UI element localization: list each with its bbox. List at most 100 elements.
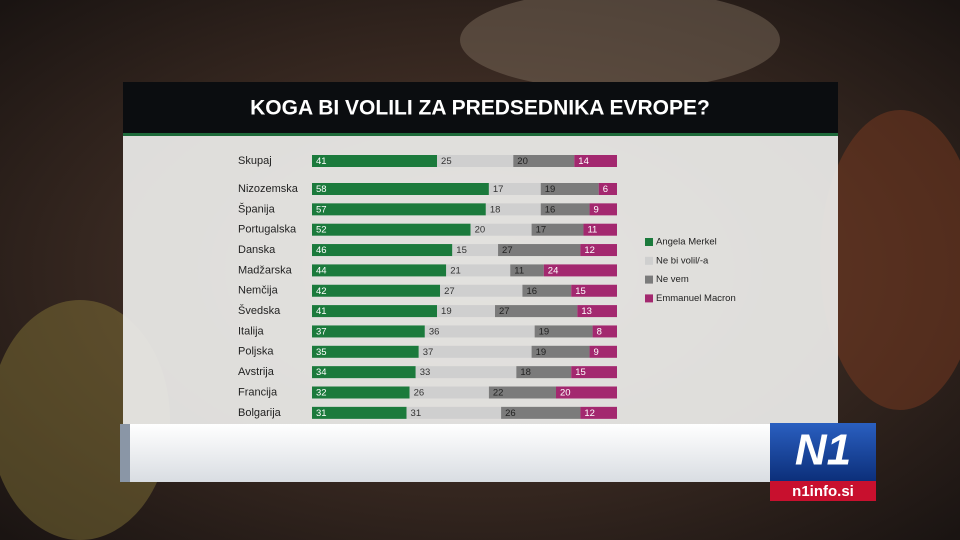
bar-segment (510, 264, 544, 277)
legend-swatch (645, 294, 653, 303)
bar-segment (312, 305, 438, 318)
category-label: Skupaj (238, 155, 272, 167)
legend-swatch (645, 275, 653, 284)
bar-segment (571, 284, 617, 297)
value-label: 31 (411, 408, 422, 419)
title-bar (123, 82, 838, 135)
bar-segment (580, 406, 617, 419)
lower-third (120, 424, 772, 482)
bar-segment (312, 345, 419, 358)
category-label: Danska (238, 244, 276, 256)
legend-swatch (645, 238, 653, 246)
category-label: Madžarska (238, 264, 293, 276)
value-label: 17 (536, 225, 547, 236)
category-label: Italija (238, 325, 265, 337)
value-label: 27 (499, 306, 510, 317)
bar-segment (522, 284, 572, 297)
lower-third-edge (120, 424, 130, 482)
bar-segment (580, 244, 617, 257)
background-blur (460, 0, 780, 90)
value-label: 20 (517, 156, 528, 167)
bar-segment (498, 244, 581, 257)
bar-segment (501, 406, 581, 419)
bar-segment (406, 406, 502, 419)
value-label: 33 (420, 367, 431, 378)
value-label: 17 (493, 184, 504, 195)
value-label: 21 (450, 265, 461, 276)
value-label: 20 (560, 388, 571, 399)
bar-segment (577, 305, 617, 318)
bar-segment (543, 264, 617, 277)
category-label: Avstrija (238, 366, 275, 378)
value-label: 9 (594, 204, 599, 215)
bar-segment (531, 223, 584, 236)
value-label: 13 (581, 306, 592, 317)
value-label: 12 (584, 408, 595, 419)
bar-segment (485, 203, 541, 216)
value-label: 52 (316, 225, 327, 236)
value-label: 11 (587, 225, 597, 236)
value-label: 26 (505, 408, 516, 419)
value-label: 22 (493, 388, 504, 399)
title-rule (123, 133, 838, 136)
bar-segment (312, 325, 425, 338)
value-label: 8 (597, 326, 602, 337)
value-label: 58 (316, 184, 327, 195)
bar-segment (312, 183, 489, 195)
value-label: 41 (316, 306, 327, 317)
value-label: 19 (441, 306, 452, 317)
bar-segment (312, 386, 410, 399)
plot: Skupaj 41 25 20 14 Nizozemska 58 17 19 6 Španija 57… (238, 155, 736, 419)
bar-segment (440, 284, 523, 297)
value-label: 15 (575, 367, 586, 378)
category-label: Francija (238, 386, 278, 398)
bar-segment (446, 264, 511, 277)
bar-segment (488, 386, 556, 399)
value-label: 37 (423, 347, 434, 358)
value-label: 44 (316, 265, 327, 276)
value-label: 20 (475, 225, 486, 236)
value-label: 19 (539, 326, 550, 337)
bar-segment (418, 345, 532, 358)
bar-segment (571, 366, 617, 379)
value-label: 24 (548, 265, 559, 276)
bar-segment (312, 284, 441, 297)
bar-segment (409, 386, 489, 399)
bar-segment (589, 203, 617, 216)
bar-segment (437, 305, 495, 318)
bar-segment (540, 183, 599, 195)
value-label: 26 (414, 388, 425, 399)
bar-segment (437, 155, 514, 167)
value-label: 35 (316, 347, 327, 358)
value-label: 57 (316, 204, 327, 215)
bar-segment (312, 155, 438, 167)
value-label: 15 (575, 286, 586, 297)
value-label: 6 (603, 184, 608, 195)
category-label: Švedska (238, 304, 281, 317)
value-label: 9 (594, 347, 599, 358)
value-label: 16 (526, 286, 537, 297)
category-label: Španija (238, 202, 276, 215)
value-label: 19 (536, 347, 547, 358)
bar-segment (513, 155, 575, 167)
bar-segment (312, 223, 471, 236)
category-label: Portugalska (238, 224, 297, 236)
category-label: Poljska (238, 346, 274, 358)
category-label: Nizozemska (238, 183, 299, 195)
bar-segment (583, 223, 617, 236)
logo-site: n1info.si (792, 483, 854, 500)
bar-segment (452, 244, 499, 257)
bar-segment (488, 183, 541, 195)
logo-site-bar (770, 481, 876, 501)
value-label: 31 (316, 408, 327, 419)
bar-segment (556, 386, 617, 399)
logo-box (770, 423, 876, 481)
value-label: 46 (316, 245, 327, 256)
chart-title: KOGA BI VOLILI ZA PREDSEDNIKA EVROPE? (250, 97, 710, 120)
value-label: 27 (444, 286, 455, 297)
bar-segment (312, 203, 486, 216)
bar-segment (415, 366, 517, 379)
value-label: 19 (545, 184, 556, 195)
value-label: 11 (514, 265, 524, 276)
legend-label: Ne bi volil/-a (656, 255, 709, 266)
